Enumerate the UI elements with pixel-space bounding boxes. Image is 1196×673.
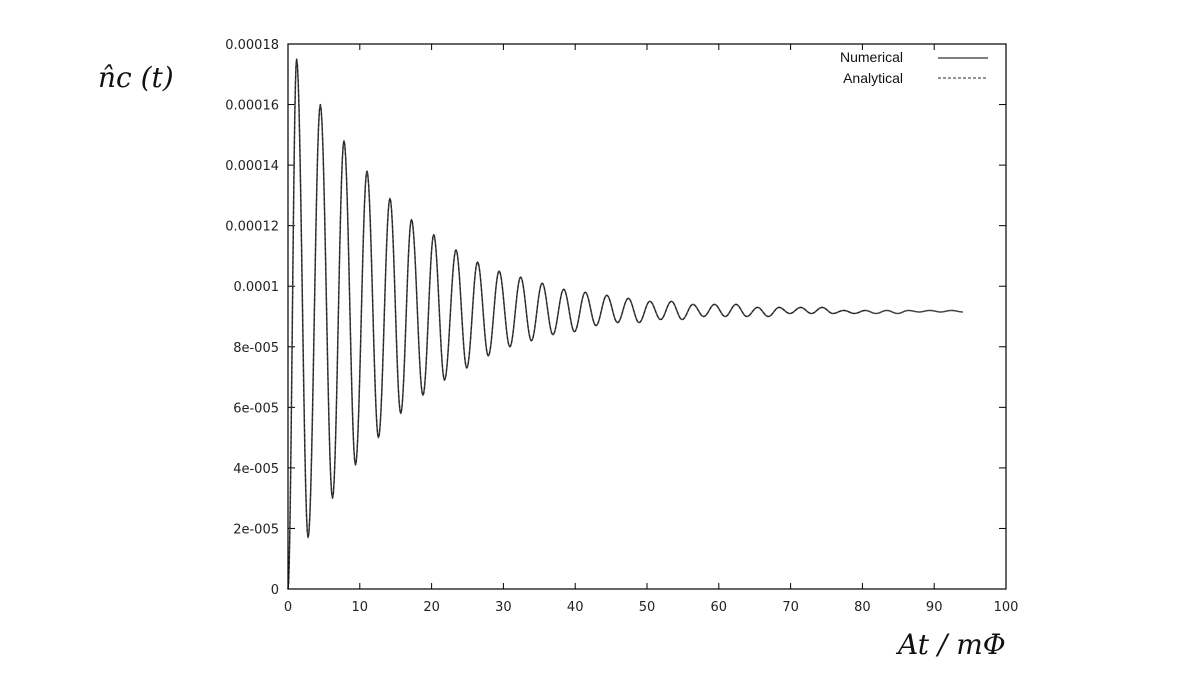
x-tick-label: 100: [994, 600, 1019, 615]
legend: Numerical Analytical: [840, 49, 988, 86]
x-tick-label: 70: [782, 600, 799, 615]
y-axis-label: n̂c (t): [98, 61, 174, 94]
x-tick-label: 30: [495, 600, 512, 615]
y-tick-label: 8e-005: [233, 341, 279, 356]
series-layer: [287, 58, 963, 590]
y-tick-label: 0.00018: [225, 38, 279, 53]
y-tick-label: 0: [271, 583, 279, 598]
x-tick-label: 50: [639, 600, 656, 615]
x-tick-label: 0: [284, 600, 292, 615]
x-tick-label: 40: [567, 600, 584, 615]
x-tick-label: 80: [854, 600, 871, 615]
series-line-analytical: [287, 58, 866, 590]
y-tick-label: 0.00012: [225, 220, 279, 235]
legend-label-numerical: Numerical: [840, 49, 903, 65]
y-tick-label: 0.0001: [234, 280, 280, 295]
y-tick-label: 2e-005: [233, 522, 279, 537]
x-tick-label: 90: [926, 600, 943, 615]
y-tick-label: 0.00016: [225, 99, 279, 114]
x-tick-label: 20: [423, 600, 440, 615]
y-tick-label: 6e-005: [233, 401, 279, 416]
series-line-numerical: [287, 58, 963, 590]
plot-frame: [287, 43, 1007, 590]
x-tick-label: 10: [352, 600, 369, 615]
ticks-layer: 0 10 20 30 40 50 60 70 80 90 100 0 2e-005 4e-005 6e-00…: [225, 38, 1018, 615]
legend-label-analytical: Analytical: [843, 70, 903, 86]
y-tick-label: 4e-005: [233, 462, 279, 477]
x-axis-label: At / mΦ: [895, 628, 1006, 661]
x-tick-label: 60: [711, 600, 728, 615]
y-tick-label: 0.00014: [225, 159, 279, 174]
